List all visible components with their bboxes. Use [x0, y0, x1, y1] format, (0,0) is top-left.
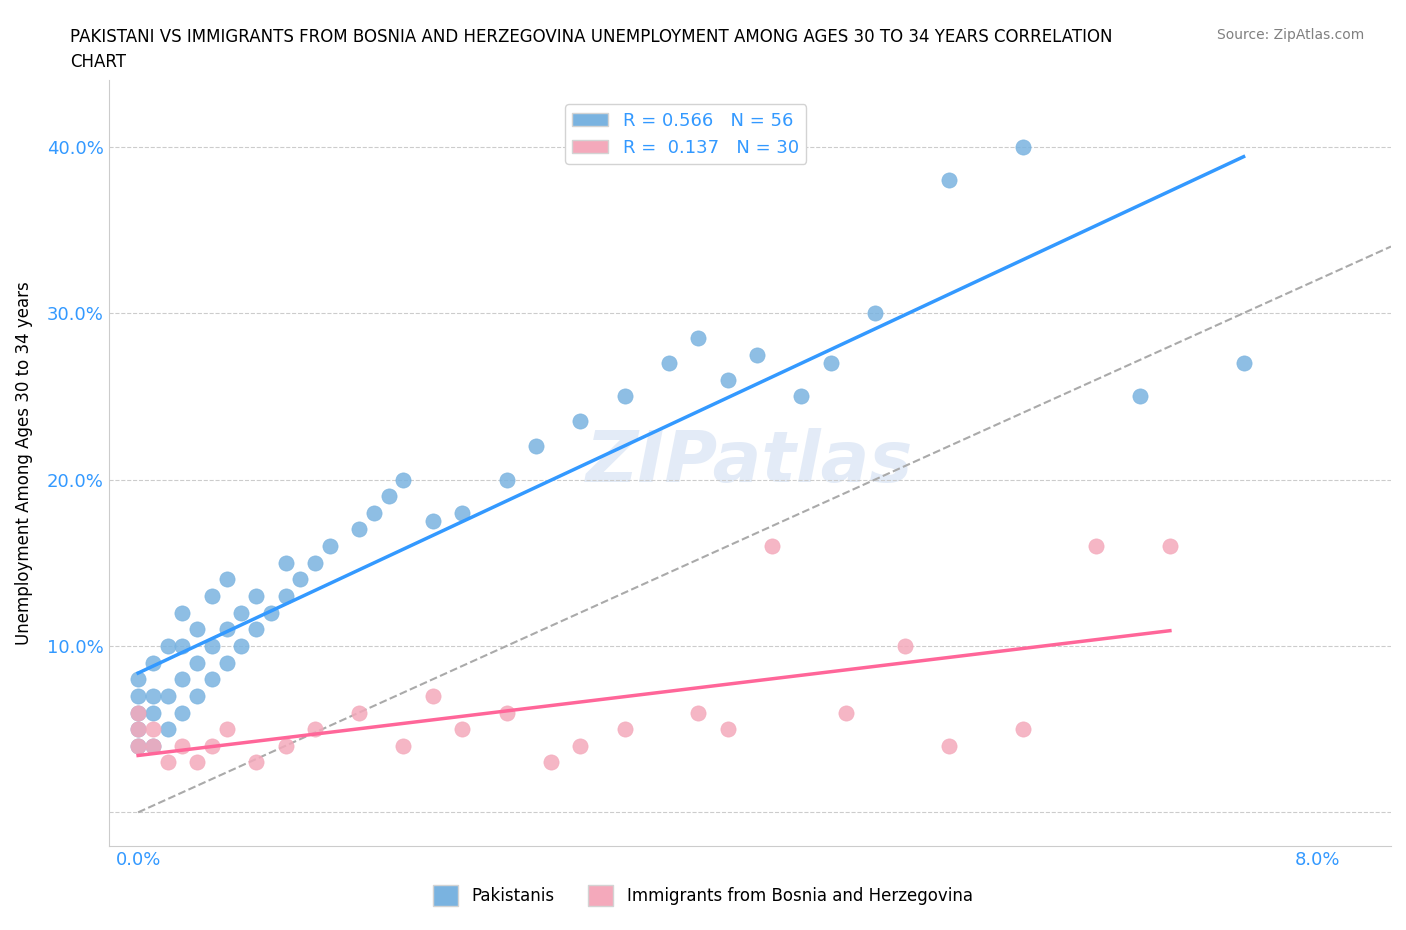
Point — [156, 688, 179, 703]
Point — [156, 639, 179, 654]
Point — [186, 655, 208, 670]
Point — [1085, 538, 1108, 553]
Point — [569, 738, 592, 753]
Point — [156, 722, 179, 737]
Point — [127, 738, 149, 753]
Point — [215, 622, 238, 637]
Point — [142, 688, 165, 703]
Point — [304, 555, 326, 570]
Point — [274, 589, 297, 604]
Point — [688, 705, 710, 720]
Point — [938, 738, 960, 753]
Point — [290, 572, 312, 587]
Point — [186, 755, 208, 770]
Legend: R = 0.566   N = 56, R =  0.137   N = 30: R = 0.566 N = 56, R = 0.137 N = 30 — [565, 104, 806, 164]
Point — [172, 605, 194, 620]
Point — [127, 705, 149, 720]
Point — [215, 655, 238, 670]
Point — [422, 513, 444, 528]
Point — [172, 705, 194, 720]
Point — [260, 605, 283, 620]
Point — [1011, 140, 1033, 154]
Point — [1129, 389, 1152, 404]
Point — [142, 738, 165, 753]
Y-axis label: Unemployment Among Ages 30 to 34 years: Unemployment Among Ages 30 to 34 years — [15, 281, 32, 644]
Point — [142, 655, 165, 670]
Point — [304, 722, 326, 737]
Point — [347, 705, 370, 720]
Point — [392, 472, 415, 487]
Point — [820, 355, 842, 370]
Point — [215, 572, 238, 587]
Point — [127, 671, 149, 686]
Legend: Pakistanis, Immigrants from Bosnia and Herzegovina: Pakistanis, Immigrants from Bosnia and H… — [427, 879, 979, 912]
Point — [201, 639, 224, 654]
Point — [863, 306, 886, 321]
Point — [347, 522, 370, 537]
Point — [451, 505, 474, 520]
Point — [1232, 355, 1254, 370]
Point — [245, 622, 267, 637]
Point — [495, 472, 517, 487]
Point — [215, 722, 238, 737]
Point — [747, 347, 769, 362]
Text: ZIPatlas: ZIPatlas — [586, 429, 914, 498]
Point — [893, 639, 915, 654]
Point — [451, 722, 474, 737]
Text: Source: ZipAtlas.com: Source: ZipAtlas.com — [1216, 28, 1364, 42]
Point — [201, 738, 224, 753]
Point — [540, 755, 562, 770]
Point — [172, 671, 194, 686]
Point — [495, 705, 517, 720]
Text: PAKISTANI VS IMMIGRANTS FROM BOSNIA AND HERZEGOVINA UNEMPLOYMENT AMONG AGES 30 T: PAKISTANI VS IMMIGRANTS FROM BOSNIA AND … — [70, 28, 1112, 71]
Point — [274, 555, 297, 570]
Point — [245, 755, 267, 770]
Point — [613, 722, 636, 737]
Point — [127, 722, 149, 737]
Point — [717, 722, 740, 737]
Point — [422, 688, 444, 703]
Point — [127, 688, 149, 703]
Point — [658, 355, 681, 370]
Point — [717, 372, 740, 387]
Point — [790, 389, 813, 404]
Point — [186, 622, 208, 637]
Point — [245, 589, 267, 604]
Point — [569, 414, 592, 429]
Point — [231, 639, 253, 654]
Point — [127, 738, 149, 753]
Point — [186, 688, 208, 703]
Point — [156, 755, 179, 770]
Point — [127, 705, 149, 720]
Point — [231, 605, 253, 620]
Point — [613, 389, 636, 404]
Point — [201, 671, 224, 686]
Point — [938, 172, 960, 187]
Point — [142, 722, 165, 737]
Point — [834, 705, 856, 720]
Point — [172, 639, 194, 654]
Point — [172, 738, 194, 753]
Point — [761, 538, 783, 553]
Point — [319, 538, 342, 553]
Point — [392, 738, 415, 753]
Point — [363, 505, 385, 520]
Point — [142, 705, 165, 720]
Point — [1159, 538, 1181, 553]
Point — [127, 722, 149, 737]
Point — [377, 488, 399, 503]
Point — [201, 589, 224, 604]
Point — [1011, 722, 1033, 737]
Point — [142, 738, 165, 753]
Point — [274, 738, 297, 753]
Point — [688, 330, 710, 345]
Point — [524, 439, 547, 454]
